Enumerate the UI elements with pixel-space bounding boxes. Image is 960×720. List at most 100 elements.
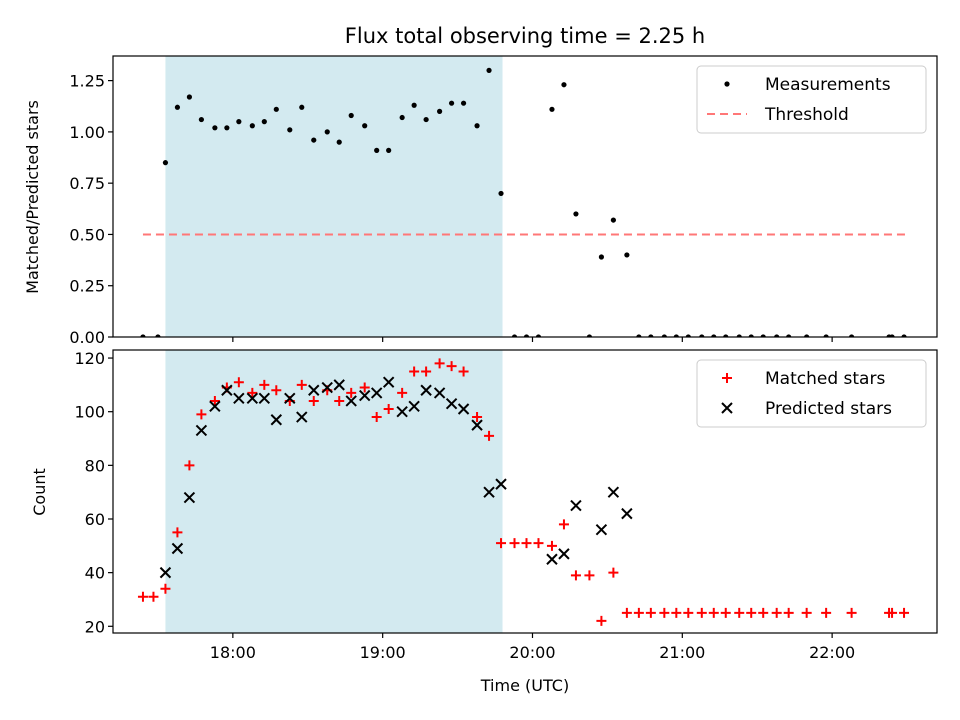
legend-label: Matched stars xyxy=(765,369,885,389)
top-y-tick-label: 1.00 xyxy=(69,123,105,142)
bottom-panel: 20 40 60 80 100 120 18:00 19:00 20:00 21:00 22:00 M… xyxy=(74,349,938,662)
top-axes-frame xyxy=(112,55,938,338)
matched-stars-point xyxy=(334,395,345,406)
measurements-point xyxy=(287,127,293,133)
predicted-stars-point xyxy=(345,395,357,407)
predicted-stars-point xyxy=(296,411,308,423)
measurements-point xyxy=(399,114,405,121)
predicted-stars-point xyxy=(382,376,395,388)
matched-stars-point xyxy=(696,607,707,618)
top-legend-box xyxy=(696,65,927,134)
measurements-point xyxy=(598,254,605,260)
x-axis-label: Time (UTC) xyxy=(480,676,569,695)
predicted-stars-point xyxy=(246,392,259,404)
measurements-point xyxy=(448,100,455,106)
matched-stars-point xyxy=(783,607,794,618)
measurements-point xyxy=(849,334,855,337)
predicted-stars-point xyxy=(284,392,296,404)
matched-stars-point xyxy=(758,607,769,618)
measurements-point xyxy=(648,334,654,337)
predicted-stars-point xyxy=(420,384,432,396)
matched-stars-point xyxy=(346,387,357,398)
matched-stars-point xyxy=(472,412,483,423)
matched-stars-point xyxy=(397,387,408,398)
matched-stars-point xyxy=(308,395,319,406)
matched-stars-point xyxy=(671,607,682,618)
top-y-tick-label: 0.00 xyxy=(69,328,105,347)
legend-x-swatch xyxy=(721,402,733,414)
matched-stars-point xyxy=(801,607,812,618)
legend-label: Measurements xyxy=(765,75,891,95)
matched-stars-point xyxy=(659,607,670,618)
matched-stars-point xyxy=(296,379,307,390)
measurements-point xyxy=(155,334,161,337)
measurements-point xyxy=(823,334,829,337)
measurements-point xyxy=(624,252,630,258)
x-tick-label: 20:00 xyxy=(509,643,555,662)
predicted-stars-point xyxy=(333,379,345,391)
measurements-point xyxy=(261,119,267,125)
matched-stars-point xyxy=(546,540,557,551)
predicted-stars-point xyxy=(159,566,172,579)
bottom-legend: Matched stars Predicted stars xyxy=(696,359,927,428)
matched-stars-point xyxy=(521,538,532,549)
measurements-point xyxy=(549,106,555,112)
bottom-y-tick-label: 40 xyxy=(85,564,105,583)
top-y-tick-label: 0.50 xyxy=(69,225,105,244)
top-y-tick-label: 0.25 xyxy=(69,277,105,296)
predicted-stars-point xyxy=(270,414,283,426)
x-tick-label: 22:00 xyxy=(809,643,855,662)
matched-stars-point xyxy=(247,387,258,398)
predicted-stars-point xyxy=(408,400,420,413)
measurements-point xyxy=(748,334,754,337)
predicted-stars-point xyxy=(595,524,608,536)
measurements-point xyxy=(348,112,354,119)
matched-stars-point xyxy=(172,527,183,538)
matched-stars-point xyxy=(259,379,270,390)
matched-stars-point xyxy=(708,607,719,618)
top-legend: Measurements Threshold xyxy=(696,65,927,134)
predicted-stars-point xyxy=(483,486,495,498)
measurements-point xyxy=(486,67,492,73)
measurements-point xyxy=(273,106,279,112)
matched-stars-point xyxy=(584,570,595,581)
matched-stars-point xyxy=(846,607,857,618)
matched-stars-point xyxy=(196,409,207,420)
matched-stars-point xyxy=(734,607,745,618)
x-tick-label: 19:00 xyxy=(360,643,406,662)
measurements-point xyxy=(324,129,330,135)
predicted-stars-point xyxy=(621,507,633,520)
matched-stars-point xyxy=(645,607,656,618)
x-tick-label: 18:00 xyxy=(210,643,256,662)
bottom-y-tick-label: 20 xyxy=(85,617,105,636)
bottom-y-tick-label: 120 xyxy=(74,349,105,368)
measurements-point xyxy=(736,334,742,337)
chart-title: Flux total observing time = 2.25 h xyxy=(345,24,705,48)
measurements-point xyxy=(661,334,667,337)
measurements-point xyxy=(249,123,255,129)
measurements-point xyxy=(673,334,679,337)
bottom-plot-area xyxy=(137,358,910,626)
matched-stars-point xyxy=(533,538,544,549)
measurements-point xyxy=(236,119,242,125)
matched-stars-point xyxy=(137,591,148,602)
measurements-point xyxy=(198,116,204,123)
matched-stars-point xyxy=(160,583,171,594)
measurements-point xyxy=(511,334,518,337)
measurements-point xyxy=(774,334,780,337)
measurements-point xyxy=(804,334,810,337)
measurements-point xyxy=(140,334,146,337)
bottom-y-tick-label: 60 xyxy=(85,510,105,529)
top-plot-area xyxy=(140,67,908,337)
matched-stars-point xyxy=(409,366,420,377)
matched-stars-point xyxy=(148,591,159,602)
matched-stars-point xyxy=(771,607,782,618)
bottom-observing-span xyxy=(165,350,503,633)
predicted-stars-point xyxy=(258,392,271,404)
predicted-stars-point xyxy=(495,478,507,490)
measurements-point xyxy=(186,94,193,100)
bottom-axes-frame xyxy=(112,349,938,634)
measurements-point xyxy=(498,190,504,197)
predicted-stars-point xyxy=(546,553,558,565)
measurements-point xyxy=(423,116,429,123)
